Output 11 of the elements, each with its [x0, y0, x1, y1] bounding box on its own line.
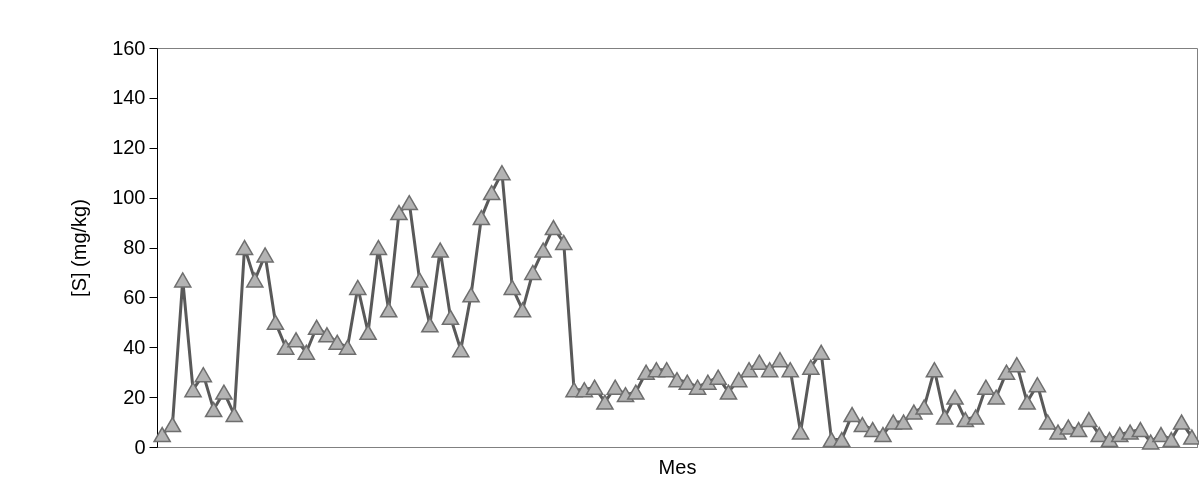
y-tick-label: 60: [123, 285, 146, 308]
y-tick-label: 120: [112, 136, 146, 159]
y-tick-label: 160: [112, 36, 146, 59]
x-axis-title: Mes: [658, 455, 697, 478]
y-axis-title: [S] (mg/kg): [68, 199, 91, 297]
y-tick-label: 40: [123, 335, 146, 358]
y-tick-label: 140: [112, 86, 146, 109]
y-tick-label: 100: [112, 186, 146, 209]
y-tick-label: 80: [123, 236, 146, 258]
y-tick-label: 20: [123, 385, 146, 408]
y-tick-label: 0: [134, 435, 146, 458]
